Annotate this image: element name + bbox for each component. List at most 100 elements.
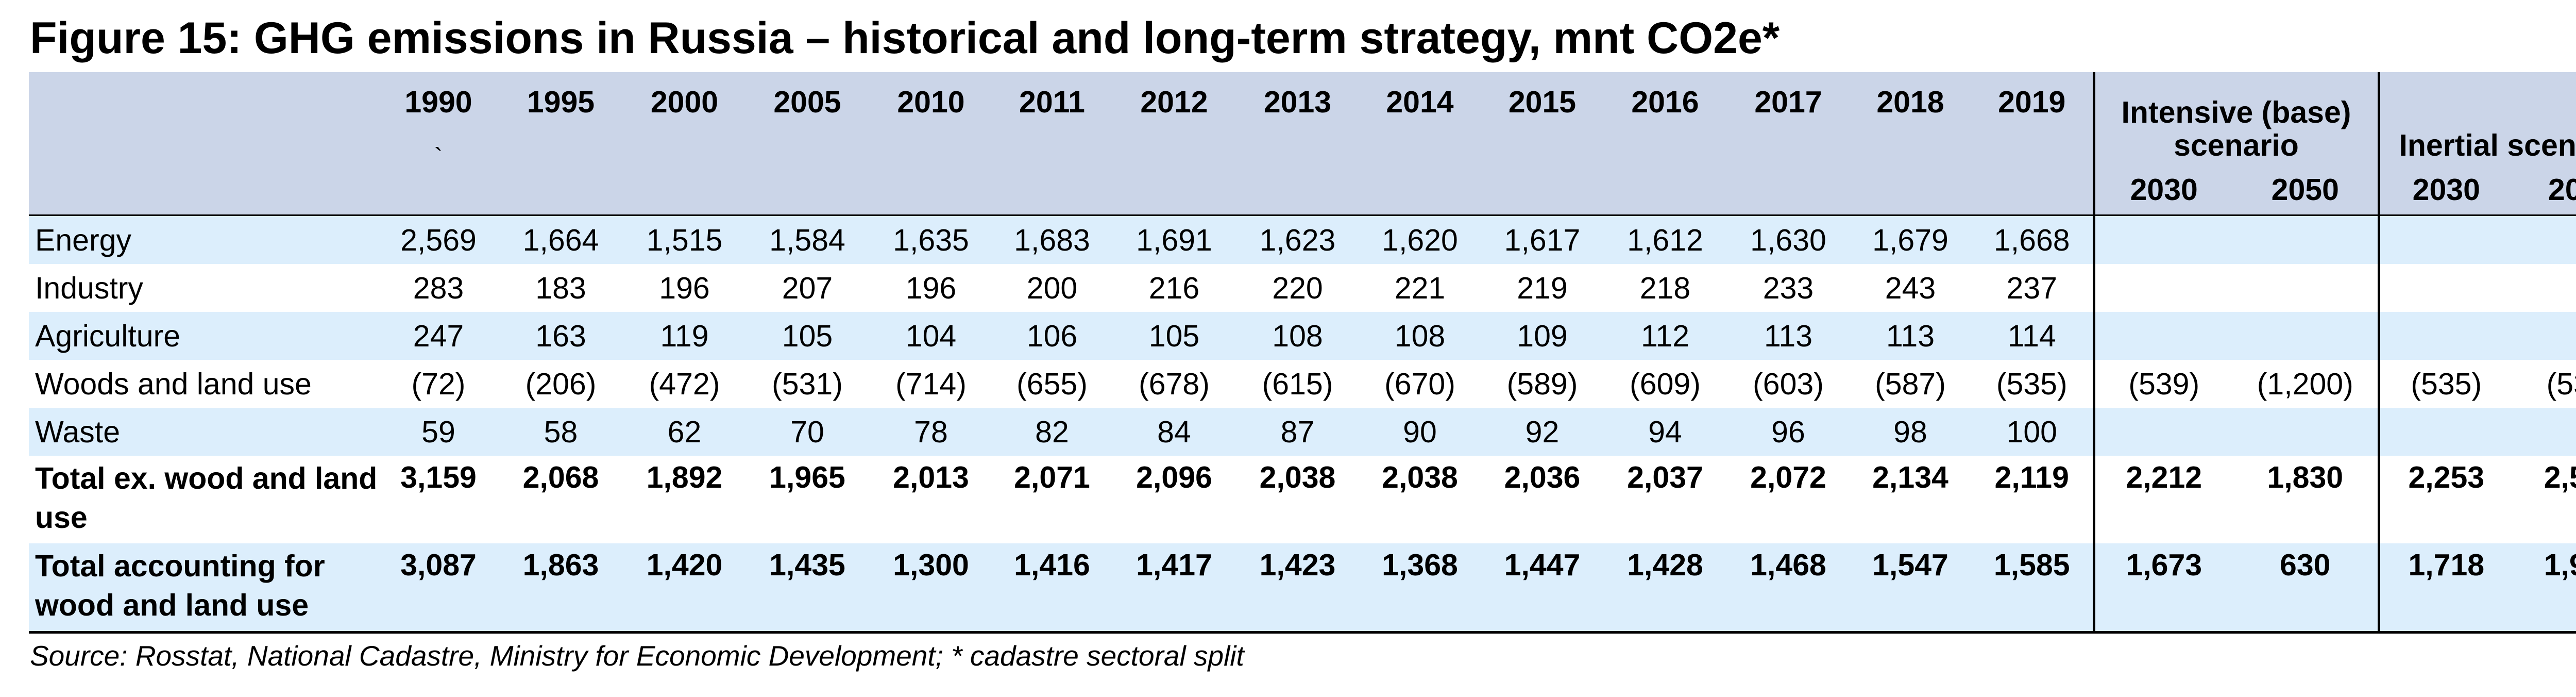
value-cell: 200 — [992, 264, 1112, 312]
value-cell: 98 — [1850, 408, 1971, 456]
scenario-value-cell: 1,718 — [2377, 543, 2513, 634]
value-cell: 1,635 — [870, 215, 992, 264]
table-row: Total ex. wood and land use 3,159 2,068 1,8… — [29, 456, 2576, 543]
value-cell: 1,892 — [624, 456, 745, 543]
year-header: 2000 — [624, 72, 745, 165]
scenario-value-cell — [2233, 312, 2379, 360]
value-cell: 82 — [992, 408, 1112, 456]
value-cell: 113 — [1850, 312, 1971, 360]
value-cell: 1,417 — [1112, 543, 1236, 634]
value-cell: 108 — [1359, 312, 1481, 360]
year-header: 1990 ` — [379, 72, 498, 165]
value-cell: 1,423 — [1236, 543, 1359, 634]
scenario-value-cell — [2233, 264, 2379, 312]
scenario-value-cell — [2092, 408, 2233, 456]
scenario-value-cell: 1,673 — [2092, 543, 2233, 634]
scenario-value-cell — [2513, 215, 2576, 264]
scenario-value-cell — [2377, 408, 2513, 456]
value-cell: 1,965 — [745, 456, 870, 543]
value-cell: 87 — [1236, 408, 1359, 456]
value-cell: 1,368 — [1359, 543, 1481, 634]
value-cell: 109 — [1481, 312, 1603, 360]
table-body: Energy 2,569 1,664 1,515 1,584 1,635 1,683 1,69… — [29, 215, 2576, 634]
figure-title: Figure 15: GHG emissions in Russia – his… — [30, 13, 1780, 63]
year-header: 2019 — [1971, 72, 2094, 165]
value-cell: 247 — [379, 312, 498, 360]
value-cell: (609) — [1603, 360, 1727, 408]
year-header: 2012 — [1112, 72, 1236, 165]
tick-mark: ` — [434, 143, 443, 165]
value-cell: (587) — [1850, 360, 1971, 408]
value-cell: 70 — [745, 408, 870, 456]
value-cell: 119 — [624, 312, 745, 360]
row-label: Woods and land use — [29, 360, 379, 408]
value-cell: 233 — [1727, 264, 1850, 312]
value-cell: (615) — [1236, 360, 1359, 408]
value-cell: 207 — [745, 264, 870, 312]
scenario-value-cell — [2513, 408, 2576, 456]
value-cell: 1,584 — [745, 215, 870, 264]
value-cell: (655) — [992, 360, 1112, 408]
value-cell: 1,416 — [992, 543, 1112, 634]
value-cell: 58 — [498, 408, 624, 456]
value-cell: 113 — [1727, 312, 1850, 360]
year-header: 2010 — [870, 72, 992, 165]
source-note: Source: Rosstat, National Cadastre, Mini… — [30, 640, 1244, 672]
value-cell: 1,447 — [1481, 543, 1603, 634]
value-cell: 196 — [624, 264, 745, 312]
value-cell: 1,668 — [1971, 215, 2094, 264]
scenario-year-header: 2030 — [2092, 165, 2233, 216]
scenario-year-header: 2050 — [2513, 165, 2576, 216]
value-cell: 1,585 — [1971, 543, 2094, 634]
year-header: 2017 — [1727, 72, 1850, 165]
value-cell: 1,617 — [1481, 215, 1603, 264]
scenario-value-cell: 1,830 — [2233, 456, 2379, 543]
row-label: Energy — [29, 215, 379, 264]
year-header: 2018 — [1850, 72, 1971, 165]
value-cell: 1,691 — [1112, 215, 1236, 264]
value-cell: 78 — [870, 408, 992, 456]
emissions-table: 1990 ` 1995 2000 2005 2010 2011 2012 2013… — [29, 72, 2576, 634]
value-cell: 216 — [1112, 264, 1236, 312]
value-cell: (670) — [1359, 360, 1481, 408]
value-cell: 196 — [870, 264, 992, 312]
year-header: 1995 — [498, 72, 624, 165]
scenario-value-cell: 2,212 — [2092, 456, 2233, 543]
scenario-value-cell — [2092, 264, 2233, 312]
value-cell: 94 — [1603, 408, 1727, 456]
value-cell: 1,428 — [1603, 543, 1727, 634]
value-cell: 62 — [624, 408, 745, 456]
value-cell: 84 — [1112, 408, 1236, 456]
value-cell: 218 — [1603, 264, 1727, 312]
value-cell: 1,863 — [498, 543, 624, 634]
value-cell: 3,159 — [379, 456, 498, 543]
table-row: Woods and land use (72) (206) (472) (531) (71… — [29, 360, 2576, 408]
year-header: 2016 — [1603, 72, 1727, 165]
row-label: Total ex. wood and land use — [29, 456, 379, 543]
value-cell: 1,300 — [870, 543, 992, 634]
scenario-value-cell — [2377, 215, 2513, 264]
value-cell: (714) — [870, 360, 992, 408]
scenario-value-cell — [2233, 215, 2379, 264]
header-label-cell — [29, 72, 379, 165]
year-header: 2015 — [1481, 72, 1603, 165]
scenario-value-cell: 2,253 — [2377, 456, 2513, 543]
table-row: Industry 283 183 196 207 196 200 216 220 221 219 21… — [29, 264, 2576, 312]
row-label: Agriculture — [29, 312, 379, 360]
scenario-value-cell: (539) — [2092, 360, 2233, 408]
year-header: 2011 — [992, 72, 1112, 165]
value-cell: 104 — [870, 312, 992, 360]
scenario-value-cell — [2233, 408, 2379, 456]
value-cell: 1,620 — [1359, 215, 1481, 264]
value-cell: 2,036 — [1481, 456, 1603, 543]
value-cell: 1,664 — [498, 215, 624, 264]
value-cell: 92 — [1481, 408, 1603, 456]
scenario-value-cell: 2,521 — [2513, 456, 2576, 543]
value-cell: 1,630 — [1727, 215, 1850, 264]
value-cell: 96 — [1727, 408, 1850, 456]
value-cell: 2,096 — [1112, 456, 1236, 543]
table-row: Waste 59 58 62 70 78 82 84 87 90 92 94 96 98 100 — [29, 408, 2576, 456]
scenario-intensive-header: Intensive (base) scenario — [2092, 72, 2379, 165]
value-cell: (603) — [1727, 360, 1850, 408]
value-cell: (72) — [379, 360, 498, 408]
